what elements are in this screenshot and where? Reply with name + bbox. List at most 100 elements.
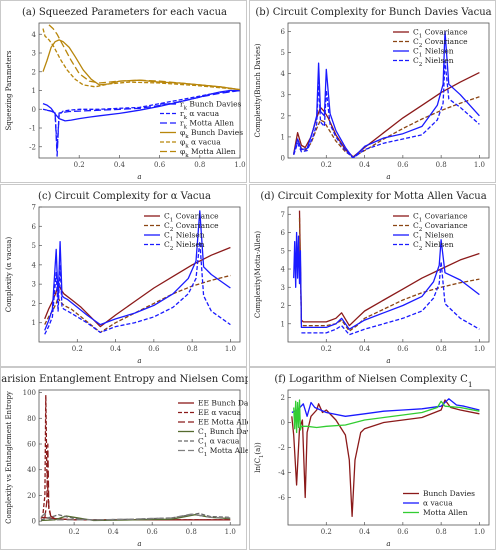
chart-title: (f) Logarithm of Nielsen Complexity C1 (274, 374, 472, 389)
y-tick-label: 3 (32, 50, 36, 58)
x-tick-label: 0.2 (321, 528, 332, 536)
y-tick-label: 3 (281, 284, 285, 292)
y-axis-label: Complexity(Motta-Allen) (254, 231, 262, 318)
series-line (44, 443, 231, 521)
chart-title: (a) Squeezed Parameters for each vacua (22, 7, 227, 18)
y-tick-label: 80 (27, 415, 36, 423)
x-axis-label: a (137, 173, 141, 181)
series-line (44, 210, 231, 331)
series-line (293, 72, 480, 158)
x-tick-label: 0.2 (74, 161, 85, 169)
legend-label: α vacua (423, 499, 453, 508)
x-tick-label: 0.4 (114, 161, 126, 169)
y-tick-label: 60 (27, 441, 36, 449)
x-axis-label: a (386, 357, 390, 365)
series-line (42, 89, 240, 150)
y-tick-label: 0 (281, 419, 285, 427)
y-tick-label: 4 (281, 70, 286, 78)
legend-label: EE Motta Allen (198, 418, 248, 427)
series-line (44, 241, 231, 335)
chart-title: (b) Circuit Complexity for Bunch Davies … (255, 7, 491, 18)
y-tick-label: 6 (281, 28, 286, 36)
y-tick-label: 2 (281, 394, 285, 402)
x-tick-label: 1.0 (234, 161, 245, 169)
x-tick-label: 0.2 (69, 528, 80, 536)
panel-e: (e) Comparision Entanglement Entropy and… (0, 367, 248, 550)
panel-c: (c) Circuit Complexity for α Vacua 0.2 0.4… (0, 184, 247, 367)
x-tick-label: 0.8 (194, 161, 205, 169)
y-tick-label: -4 (278, 469, 285, 477)
y-tick-label: 4 (32, 31, 37, 39)
series-line (291, 398, 480, 417)
x-axis-label: a (386, 173, 390, 181)
y-tick-label: 7 (32, 204, 36, 212)
x-tick-label: 0.8 (436, 528, 447, 536)
x-tick-label: 0.4 (359, 528, 371, 536)
x-tick-label: 1.0 (225, 345, 236, 353)
series-line (291, 399, 480, 517)
y-tick-label: -2 (29, 143, 36, 151)
y-axis-label: Squeezing Parameters (5, 50, 13, 130)
y-tick-label: 1 (281, 320, 285, 328)
y-tick-label: 4 (281, 266, 286, 274)
series-line (40, 512, 231, 521)
plot-frame (287, 389, 490, 526)
y-tick-label: 20 (27, 492, 36, 500)
y-tick-label: 2 (32, 68, 36, 76)
series-line (293, 60, 480, 158)
y-tick-label: 6 (281, 229, 286, 237)
series-line (46, 89, 240, 157)
panel-b: (b) Circuit Complexity for Bunch Davies … (249, 0, 496, 183)
y-axis-label: ln(C1(a)) (254, 442, 265, 473)
x-tick-label: 0.6 (154, 161, 166, 169)
panel-a: (a) Squeezed Parameters for each vacua 0.… (0, 0, 247, 183)
x-axis-label: a (137, 540, 141, 548)
x-tick-label: 0.6 (147, 528, 159, 536)
chart-e: (e) Comparision Entanglement Entropy and… (1, 374, 248, 548)
y-tick-label: 0 (281, 155, 285, 163)
y-tick-label: 3 (32, 281, 36, 289)
x-tick-label: 0.8 (436, 161, 447, 169)
series-line (293, 231, 480, 330)
series-line (293, 30, 480, 158)
x-axis-label: a (137, 357, 141, 365)
legend-label: EE α vacua (198, 408, 242, 417)
y-tick-label: 1 (32, 319, 36, 327)
series-line (301, 261, 480, 336)
plot-frame (287, 22, 490, 159)
x-tick-label: 0.4 (359, 345, 371, 353)
y-tick-label: 1 (32, 87, 36, 95)
x-tick-label: 1.0 (474, 161, 485, 169)
y-tick-label: 2 (281, 112, 285, 120)
x-tick-label: 0.2 (72, 345, 83, 353)
series-line (293, 96, 480, 158)
x-tick-label: 1.0 (474, 345, 485, 353)
x-tick-label: 0.8 (187, 345, 198, 353)
y-tick-label: 5 (281, 49, 285, 57)
chart-a: (a) Squeezed Parameters for each vacua 0.… (5, 7, 246, 181)
x-tick-label: 0.6 (397, 161, 409, 169)
chart-title: (c) Circuit Complexity for α Vacua (38, 191, 211, 202)
chart-b: (b) Circuit Complexity for Bunch Davies … (254, 7, 492, 181)
x-tick-label: 0.8 (436, 345, 447, 353)
y-axis-label: Complexity vs Entanglement Entropy (5, 391, 13, 524)
y-tick-label: 2 (32, 300, 36, 308)
y-tick-label: 100 (23, 389, 36, 397)
x-tick-label: 1.0 (474, 528, 485, 536)
y-tick-label: 1 (281, 133, 285, 141)
y-tick-label: 6 (32, 223, 37, 231)
x-tick-label: 0.2 (321, 161, 332, 169)
y-tick-label: 7 (281, 211, 285, 219)
series-line (44, 274, 231, 334)
chart-d: (d) Circuit Complexity for Motta Allen V… (254, 191, 490, 365)
series-line (44, 246, 231, 328)
series-line (42, 28, 240, 91)
x-axis-label: a (386, 540, 390, 548)
plot-frame (287, 206, 490, 343)
y-axis-label: Complexity(Bunch Davies) (254, 43, 262, 137)
legend-label: Bunch Davies (423, 489, 475, 498)
x-tick-label: 0.4 (110, 345, 122, 353)
x-tick-label: 1.0 (225, 528, 236, 536)
chart-c: (c) Circuit Complexity for α Vacua 0.2 0.4… (5, 191, 241, 365)
